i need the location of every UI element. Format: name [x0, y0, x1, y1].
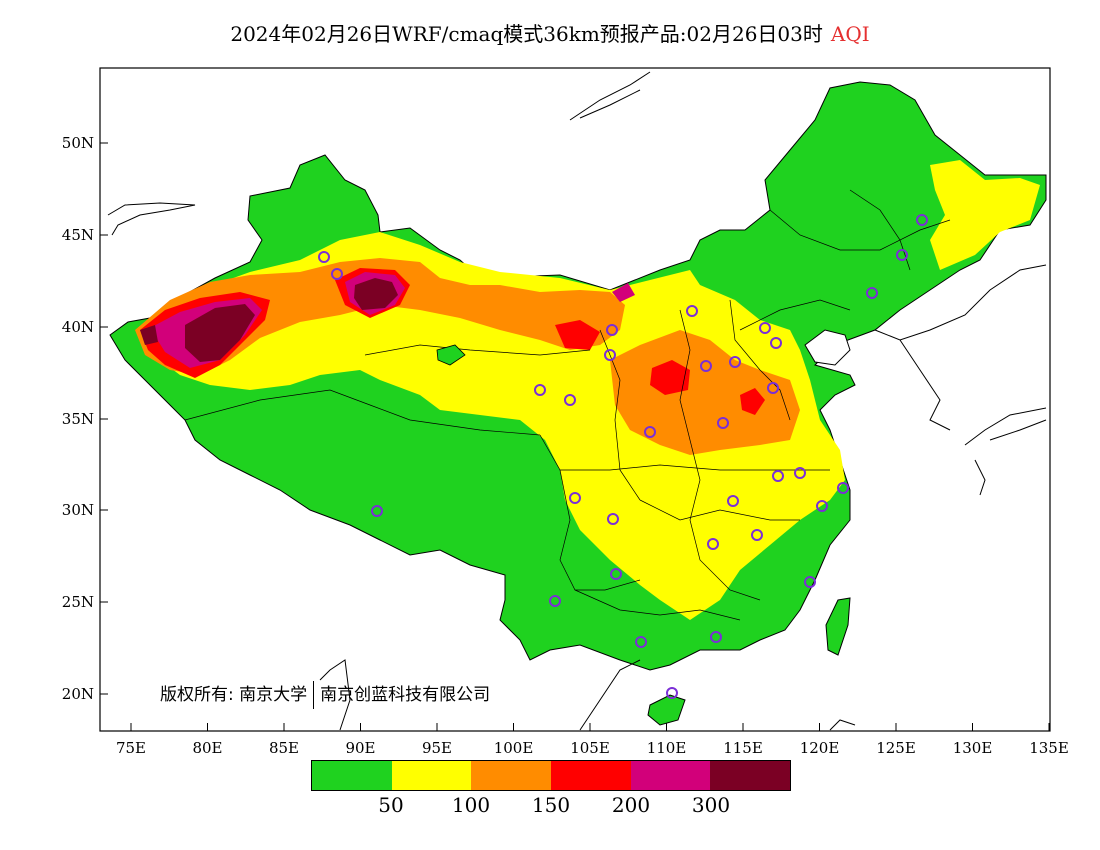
- station-marker: [804, 576, 816, 588]
- station-marker: [772, 470, 784, 482]
- latitude-axis: 20N 25N 30N 35N 40N 45N 50N: [62, 134, 108, 703]
- station-marker: [916, 214, 928, 226]
- station-marker: [644, 426, 656, 438]
- legend-label: 50: [378, 793, 404, 817]
- station-marker: [751, 529, 763, 541]
- station-marker: [635, 636, 647, 648]
- station-marker: [837, 482, 849, 494]
- lon-tick-label: 135E: [1029, 739, 1069, 757]
- lon-tick-label: 125E: [876, 739, 916, 757]
- lon-tick-label: 110E: [647, 739, 687, 757]
- station-marker: [610, 568, 622, 580]
- lon-tick-label: 105E: [570, 739, 610, 757]
- legend-swatch: [391, 761, 472, 790]
- legend-swatch: [551, 761, 631, 790]
- station-marker: [318, 251, 330, 263]
- station-marker: [896, 249, 908, 261]
- lon-tick-label: 120E: [800, 739, 840, 757]
- province-boundaries: [184, 189, 951, 621]
- station-marker: [686, 305, 698, 317]
- lon-tick-label: 75E: [116, 739, 146, 757]
- station-marker: [331, 268, 343, 280]
- aqi-zone-red-ningxia: [555, 320, 600, 350]
- lat-tick-label: 20N: [62, 685, 94, 703]
- aqi-zone-yellow-north: [150, 232, 845, 620]
- aqi-zone-yellow-northeast: [930, 160, 1040, 270]
- aqi-color-legend: [311, 760, 791, 791]
- map-content: [107, 71, 1047, 731]
- taiwan-land: [825, 597, 851, 656]
- legend-swatch: [312, 761, 392, 790]
- lat-tick-label: 30N: [62, 501, 94, 519]
- legend-swatch: [630, 761, 711, 790]
- legend-label: 300: [691, 793, 731, 817]
- copyright-org-nju: 南京大学: [239, 685, 308, 705]
- station-marker: [759, 322, 771, 334]
- aqi-zone-darkred-small: [140, 325, 158, 345]
- lon-tick-label: 100E: [494, 739, 534, 757]
- station-marker: [564, 394, 576, 406]
- title-text: 2024年02月26日WRF/cmaq模式36km预报产品:02月26日03时: [230, 22, 823, 46]
- lon-tick-label: 130E: [953, 739, 993, 757]
- station-marker: [534, 384, 546, 396]
- legend-swatch: [471, 761, 552, 790]
- station-marker: [717, 417, 729, 429]
- lon-tick-label: 90E: [345, 739, 375, 757]
- longitude-axis: 75E 80E 85E 90E 95E 100E 105E 110E 115E 120E 125E 1…: [116, 723, 1069, 757]
- copyright-org-company: 南京创蓝科技有限公司: [320, 685, 491, 705]
- station-marker: [770, 337, 782, 349]
- lon-tick-label: 85E: [269, 739, 299, 757]
- station-marker: [569, 492, 581, 504]
- lon-tick-label: 95E: [422, 739, 452, 757]
- copyright-separator: [313, 681, 315, 709]
- lon-tick-label: 80E: [192, 739, 222, 757]
- lat-tick-label: 50N: [62, 134, 94, 152]
- station-marker: [767, 382, 779, 394]
- station-marker: [866, 287, 878, 299]
- aqi-zone-red-central: [650, 360, 690, 395]
- legend-swatch: [710, 761, 791, 790]
- station-marker: [371, 505, 383, 517]
- station-marker: [727, 495, 739, 507]
- station-marker: [816, 500, 828, 512]
- lat-tick-label: 35N: [62, 410, 94, 428]
- legend-label: 200: [611, 793, 651, 817]
- qinghai-lake: [436, 344, 466, 366]
- copyright-notice: 版权所有: 南京大学 南京创蓝科技有限公司: [160, 680, 490, 709]
- station-marker: [604, 349, 616, 361]
- map-title: 2024年02月26日WRF/cmaq模式36km预报产品:02月26日03时 A…: [0, 18, 1100, 47]
- bohai-sea: [804, 329, 851, 366]
- legend-label: 100: [451, 793, 491, 817]
- lat-tick-label: 45N: [62, 226, 94, 244]
- aqi-zone-darkred-tarim-east: [354, 278, 398, 310]
- aqi-zone-magenta-innermongolia: [612, 283, 635, 302]
- city-station-markers: [318, 214, 928, 699]
- neighbor-outlines: [107, 71, 1047, 731]
- title-variable: AQI: [830, 22, 870, 46]
- legend-label: 150: [531, 793, 571, 817]
- station-marker: [549, 595, 561, 607]
- station-marker: [710, 631, 722, 643]
- aqi-zone-red-hebei: [740, 388, 765, 415]
- aqi-zone-orange-central: [610, 330, 800, 455]
- station-marker: [607, 513, 619, 525]
- lon-tick-label: 115E: [723, 739, 763, 757]
- hainan-land: [647, 694, 686, 726]
- lat-tick-label: 40N: [62, 318, 94, 336]
- map-frame: [99, 67, 1051, 732]
- lat-tick-label: 25N: [62, 593, 94, 611]
- station-marker: [729, 356, 741, 368]
- copyright-prefix: 版权所有:: [160, 685, 234, 705]
- station-marker: [666, 687, 678, 699]
- station-marker: [794, 467, 806, 479]
- aqi-zone-darkred-west: [185, 304, 255, 362]
- station-marker: [606, 324, 618, 336]
- station-marker: [707, 538, 719, 550]
- aqi-zone-orange-west: [135, 258, 625, 375]
- station-marker: [700, 360, 712, 372]
